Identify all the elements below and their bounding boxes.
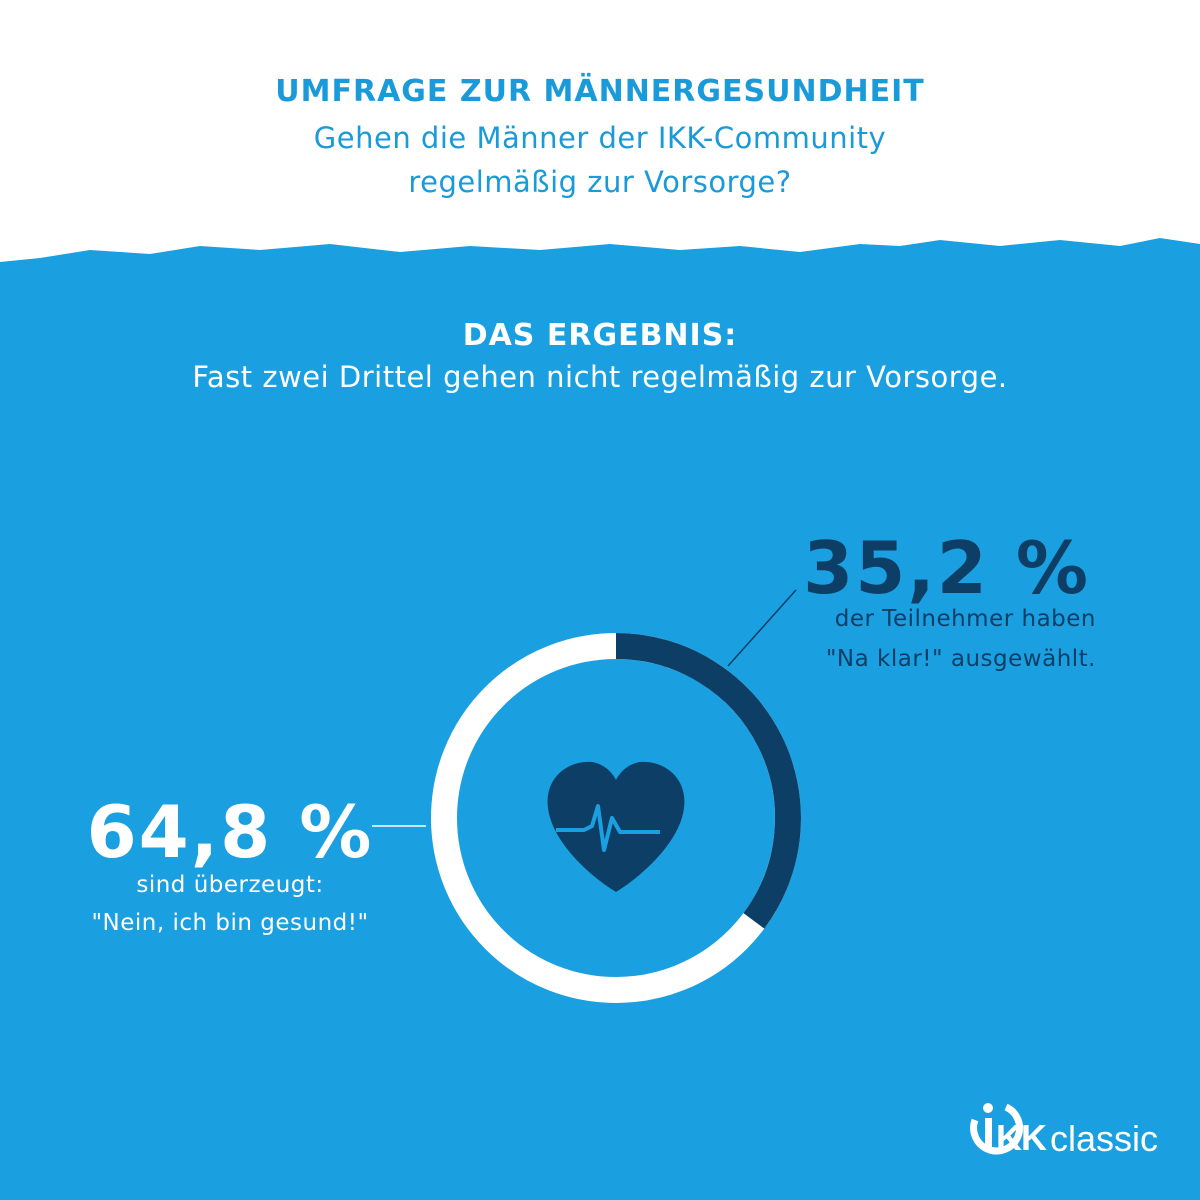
header-subtitle-line1: Gehen die Männer der IKK-Community	[313, 121, 887, 155]
ikk-logo-icon: KK	[970, 1103, 1048, 1158]
svg-text:KK: KK	[996, 1117, 1047, 1158]
result-heading: DAS ERGEBNIS:	[462, 318, 738, 353]
result-text: Fast zwei Drittel gehen nicht regelmäßig…	[192, 360, 1008, 394]
heart-pulse-icon	[547, 761, 685, 892]
desc-nein-line1: sind überzeugt:	[136, 872, 324, 898]
desc-na-klar-line2: "Na klar!" ausgewählt.	[825, 646, 1096, 672]
desc-nein-line2: "Nein, ich bin gesund!"	[91, 910, 369, 936]
leader-line-right	[727, 589, 797, 667]
percent-label-nein: 64,8 %	[86, 790, 374, 874]
header-subtitle-line2: regelmäßig zur Vorsorge?	[408, 165, 792, 199]
header-subtitle: Gehen die Männer der IKK-Community regel…	[0, 116, 1200, 204]
donut-segment-na-klar	[615, 633, 801, 929]
logo-text: classic	[1050, 1118, 1159, 1159]
percent-label-na-klar: 35,2 %	[803, 526, 1090, 610]
donut-chart	[431, 633, 801, 1003]
desc-na-klar-line1: der Teilnehmer haben	[834, 606, 1096, 632]
header-title: UMFRAGE ZUR MÄNNERGESUNDHEIT	[275, 74, 925, 109]
blue-background-area	[0, 238, 1200, 1200]
